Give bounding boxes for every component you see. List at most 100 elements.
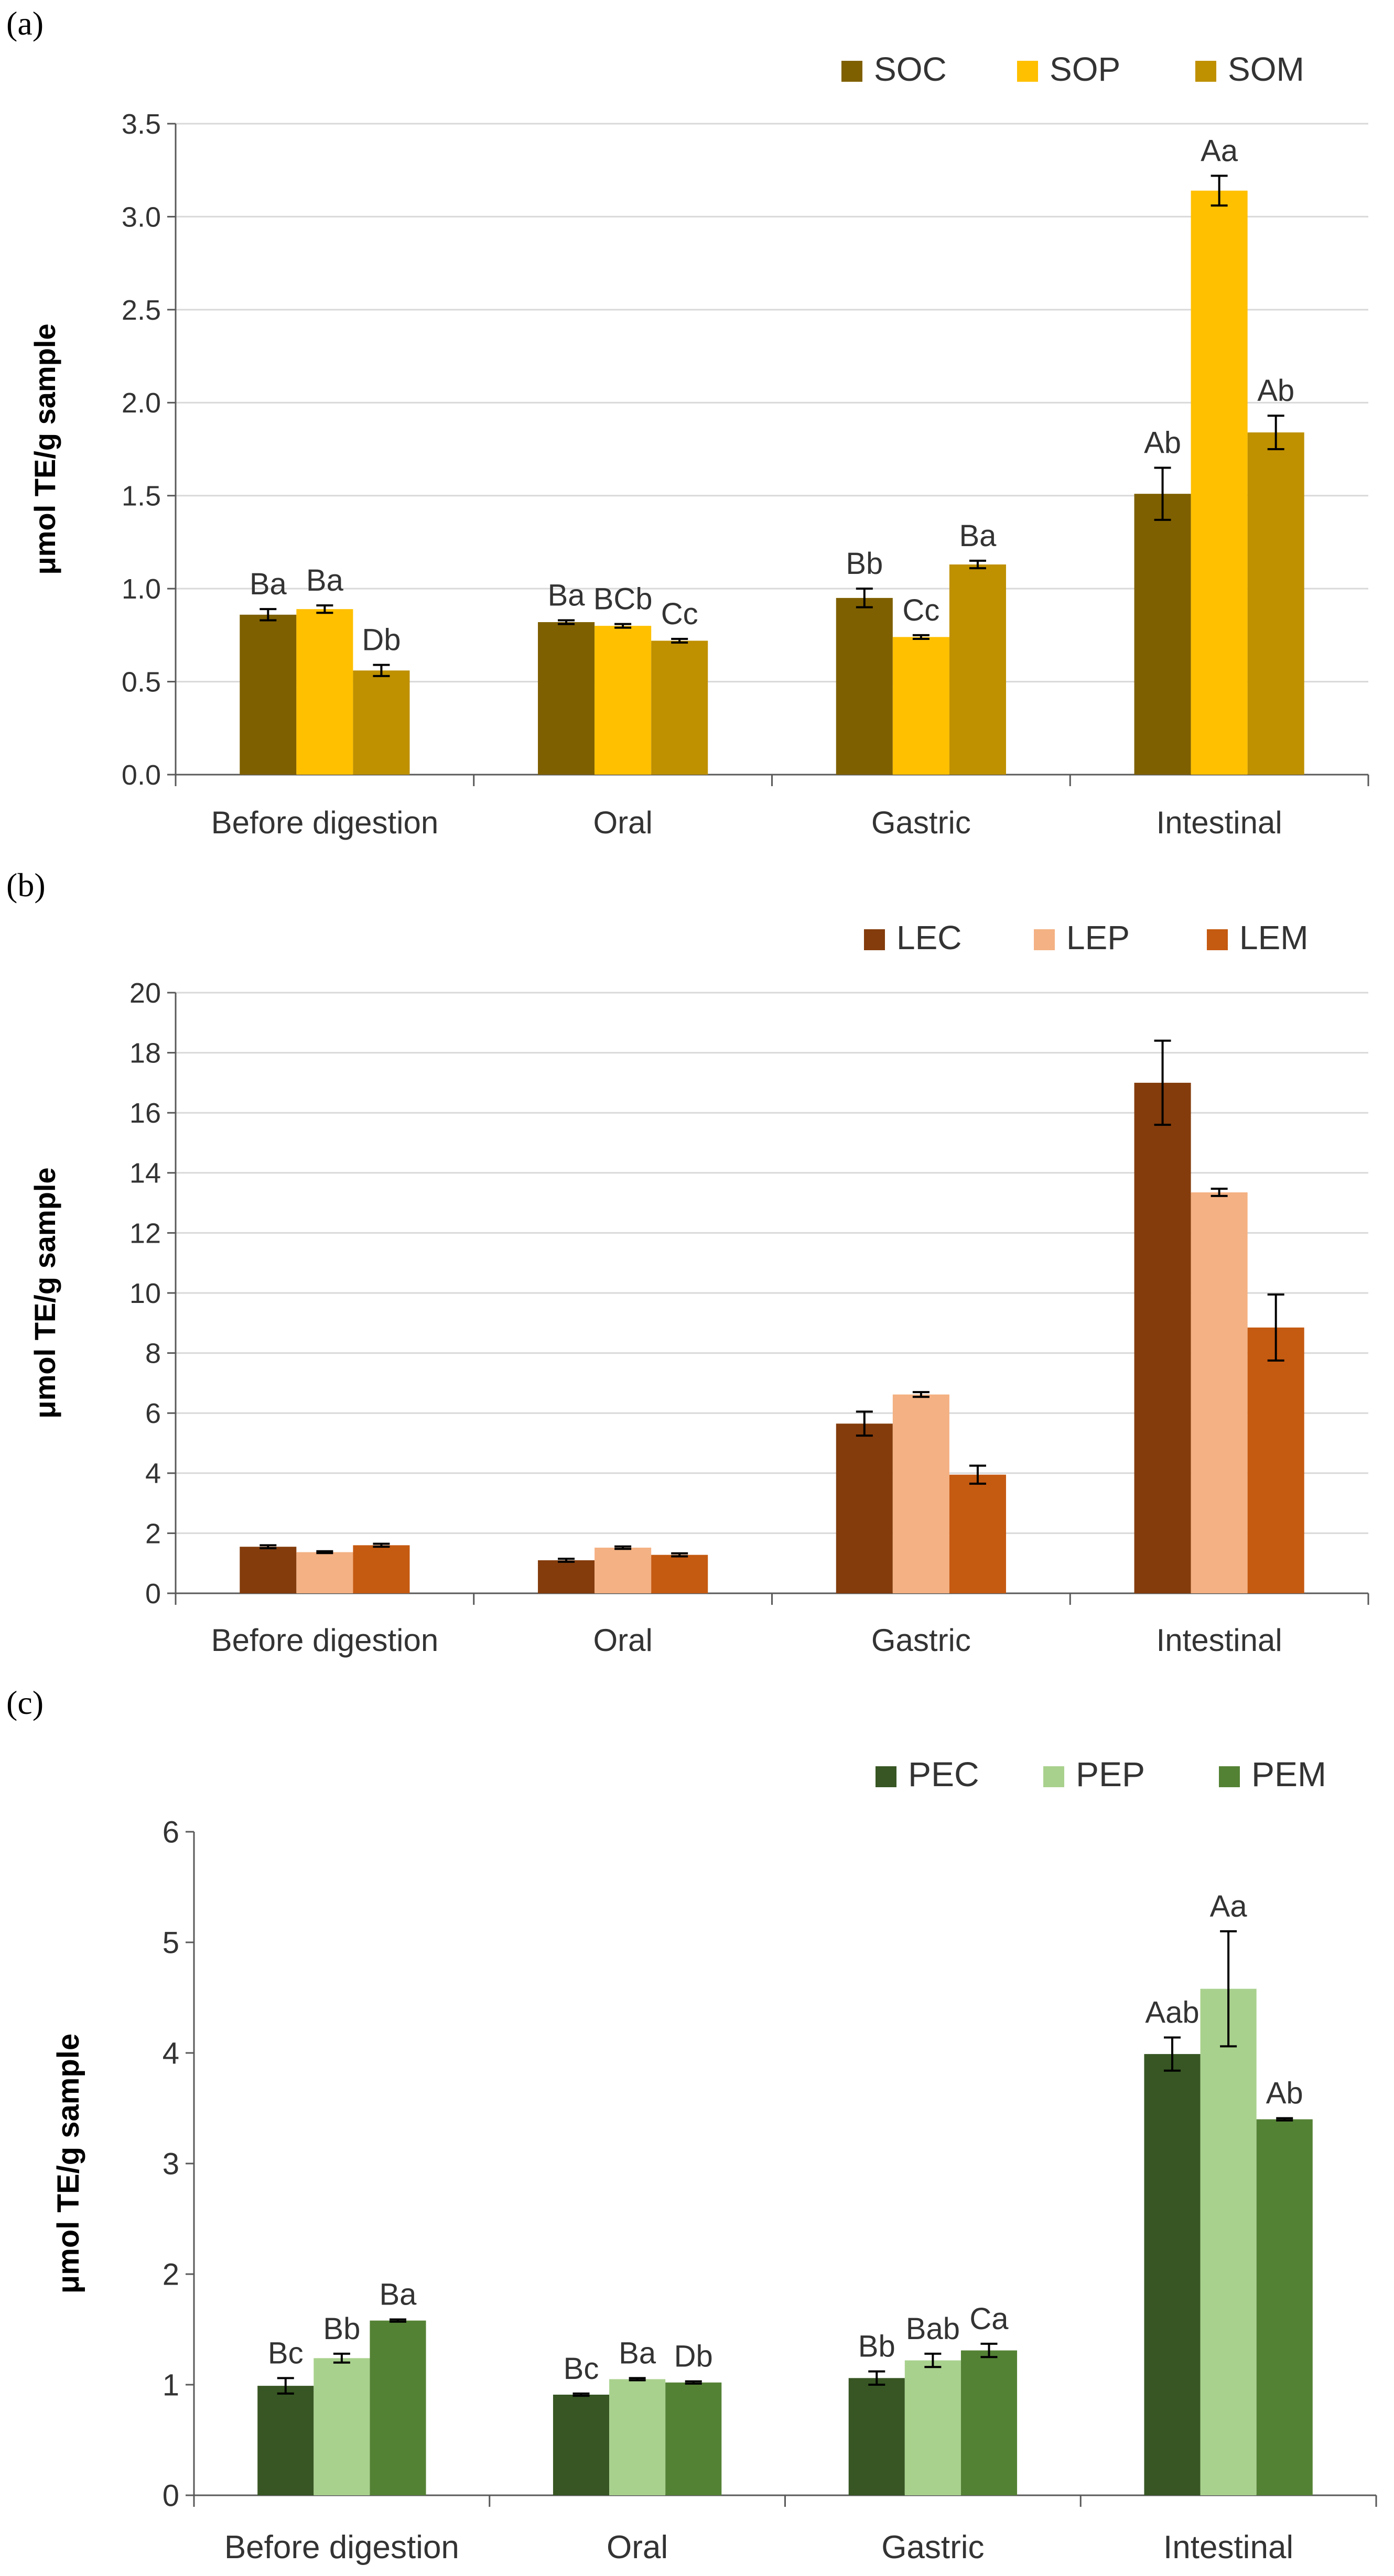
bar-lec xyxy=(836,1423,893,1593)
y-axis-title: μmol TE/g sample xyxy=(51,2034,85,2294)
y-tick-label: 4 xyxy=(163,2036,179,2070)
data-label: Db xyxy=(674,2340,713,2374)
data-label: Bb xyxy=(846,547,883,581)
data-label: Cc xyxy=(902,593,939,627)
y-axis-title: μmol TE/g sample xyxy=(28,323,61,574)
y-tick-label: 1.5 xyxy=(122,481,161,512)
x-category-label: Before digestion xyxy=(211,805,439,840)
data-label: Cc xyxy=(661,597,698,631)
bar-pec xyxy=(553,2394,610,2495)
legend-label-soc: SOC xyxy=(874,50,947,88)
bar-lem xyxy=(353,1545,410,1593)
data-label: Db xyxy=(362,623,401,657)
data-label: Ab xyxy=(1144,426,1181,460)
data-label: Ba xyxy=(959,519,997,553)
y-tick-label: 5 xyxy=(163,1926,179,1960)
data-label: Ba xyxy=(306,563,344,597)
bar-lec xyxy=(240,1547,297,1593)
y-tick-label: 0.5 xyxy=(122,666,161,698)
legend-label-lec: LEC xyxy=(896,919,962,957)
legend-label-lem: LEM xyxy=(1239,919,1309,957)
panel-letter-a: (a) xyxy=(6,5,44,42)
panel-letter-c: (c) xyxy=(6,1684,44,1721)
x-category-label: Gastric xyxy=(871,805,971,840)
legend-swatch-som xyxy=(1195,61,1216,82)
y-tick-label: 3.0 xyxy=(122,201,161,233)
bar-sop xyxy=(892,637,949,775)
chart-c: 0 1 2 3 4 5 6 μmol TE/g sample Before digestion B… xyxy=(51,1755,1377,2566)
bar-pem xyxy=(1256,2119,1313,2495)
chart-b: 0 2 4 6 8 10 12 14 16 18 20 μmol TE/g sample Before … xyxy=(28,919,1369,1658)
y-axis-title: μmol TE/g sample xyxy=(28,1167,61,1418)
bar-som xyxy=(1247,432,1304,775)
bar-lep xyxy=(595,1547,652,1593)
legend-swatch-lep xyxy=(1034,929,1055,950)
legend-label-pec: PEC xyxy=(908,1755,979,1794)
data-label: Bb xyxy=(323,2312,360,2346)
y-tick-label: 4 xyxy=(145,1458,161,1490)
x-category-label: Oral xyxy=(593,805,652,840)
legend-swatch-lem xyxy=(1207,929,1228,950)
bar-lem xyxy=(949,1474,1006,1593)
chart-panel-c: (c) 0 1 2 3 4 5 6 μmol TE/g sample Before digest… xyxy=(0,1682,1394,2576)
legend-label-sop: SOP xyxy=(1050,50,1120,88)
x-category-label: Before digestion xyxy=(211,1623,439,1658)
bar-lem xyxy=(1247,1327,1304,1593)
data-label: Ab xyxy=(1257,374,1294,408)
x-category-label: Oral xyxy=(593,1623,652,1658)
data-label: Bab xyxy=(906,2312,960,2346)
y-tick-label: 18 xyxy=(129,1038,161,1069)
legend-swatch-sop xyxy=(1017,61,1038,82)
y-tick-label: 2.0 xyxy=(122,387,161,419)
bar-sop xyxy=(595,626,652,775)
bar-pec xyxy=(1144,2054,1201,2495)
data-label: Ab xyxy=(1266,2076,1303,2110)
y-tick-label: 8 xyxy=(145,1338,161,1369)
y-tick-label: 0.0 xyxy=(122,759,161,791)
y-tick-label: 14 xyxy=(129,1158,161,1189)
bar-soc xyxy=(1134,494,1191,775)
y-tick-label: 3 xyxy=(163,2147,179,2181)
y-tick-label: 16 xyxy=(129,1097,161,1129)
data-label: Bb xyxy=(858,2330,895,2364)
x-category-label: Intestinal xyxy=(1163,2529,1293,2566)
x-category-label: Intestinal xyxy=(1157,1623,1282,1658)
legend-label-som: SOM xyxy=(1228,50,1304,88)
bar-som xyxy=(353,670,410,775)
y-tick-label: 2.5 xyxy=(122,295,161,326)
bar-pep xyxy=(314,2358,370,2495)
bar-pem xyxy=(960,2350,1018,2495)
y-tick-label: 3.5 xyxy=(122,108,161,140)
x-category-label: Intestinal xyxy=(1157,805,1282,840)
data-label: BCb xyxy=(593,582,653,616)
bar-soc xyxy=(240,614,297,775)
legend-label-pem: PEM xyxy=(1251,1755,1326,1794)
bar-lep xyxy=(296,1552,353,1593)
bar-pep xyxy=(609,2379,666,2495)
chart-a: 0.0 0.5 1.0 1.5 2.0 2.5 3.0 3.5 μmol TE/g sample… xyxy=(28,50,1369,840)
bar-som xyxy=(949,564,1006,775)
legend-swatch-pep xyxy=(1043,1766,1064,1787)
y-tick-label: 1 xyxy=(163,2368,179,2402)
bar-pem xyxy=(370,2320,426,2495)
bar-lec xyxy=(538,1560,595,1593)
bar-sop xyxy=(1191,190,1248,775)
bar-som xyxy=(651,640,708,775)
bar-lep xyxy=(892,1394,949,1593)
y-tick-label: 20 xyxy=(129,977,161,1009)
data-label: Ba xyxy=(548,578,586,612)
x-category-label: Before digestion xyxy=(224,2529,459,2566)
bar-soc xyxy=(538,622,595,775)
y-tick-label: 2 xyxy=(145,1518,161,1549)
y-tick-label: 2 xyxy=(163,2257,179,2291)
y-tick-label: 6 xyxy=(145,1398,161,1429)
legend-swatch-pec xyxy=(876,1766,896,1787)
data-label: Aa xyxy=(1210,1889,1248,1923)
y-tick-label: 6 xyxy=(163,1815,179,1849)
legend-swatch-soc xyxy=(841,61,862,82)
data-label: Ba xyxy=(619,2336,656,2370)
legend-label-pep: PEP xyxy=(1076,1755,1145,1794)
bar-pep xyxy=(904,2360,961,2495)
bar-sop xyxy=(296,609,353,775)
x-category-label: Gastric xyxy=(871,1623,971,1658)
